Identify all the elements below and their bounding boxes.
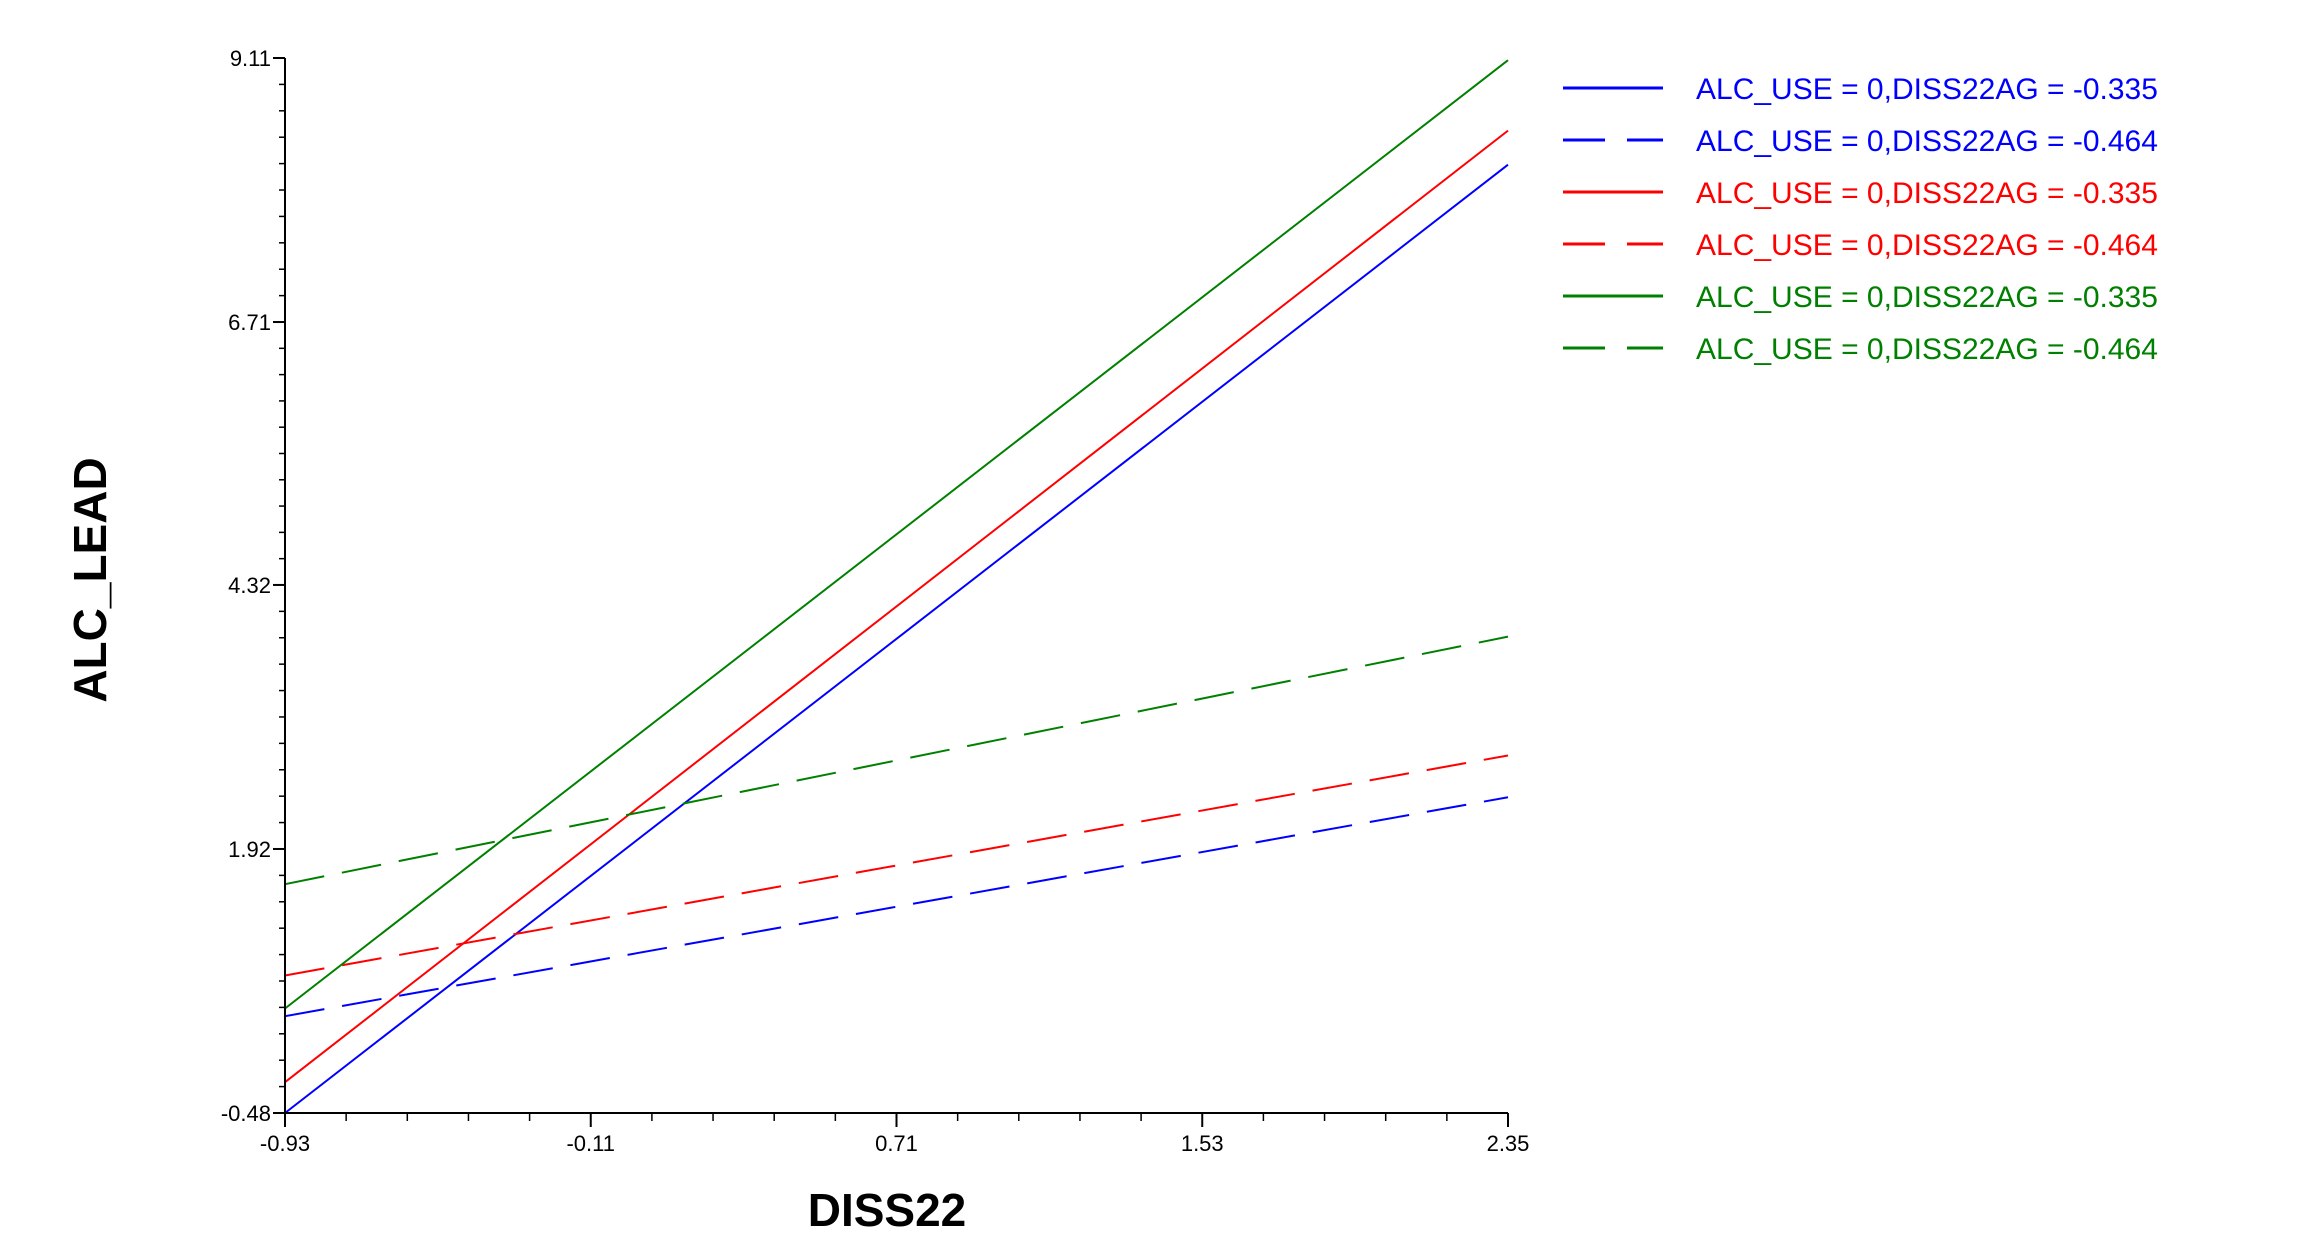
legend-label-5: ALC_USE = 0,DISS22AG = -0.335: [1696, 281, 2158, 314]
series-line-2: [284, 796, 1509, 1018]
x-axis-title: DISS22: [808, 1184, 967, 1236]
series-line-4: [284, 754, 1509, 977]
y-tick-label: 1.92: [228, 837, 271, 862]
x-tick-label: -0.11: [566, 1131, 615, 1156]
series-line-6: [284, 635, 1509, 886]
legend: ALC_USE = 0,DISS22AG = -0.335 ALC_USE = 0…: [1563, 73, 2158, 366]
legend-label-4: ALC_USE = 0,DISS22AG = -0.464: [1696, 229, 2158, 262]
legend-label-1: ALC_USE = 0,DISS22AG = -0.335: [1696, 73, 2158, 106]
plot-area: [284, 59, 1509, 1114]
x-tick-label: 0.71: [875, 1131, 918, 1156]
x-tick-label: 1.53: [1181, 1131, 1224, 1156]
y-tick-label: 4.32: [228, 573, 271, 598]
y-axis-title: ALC_LEAD: [64, 457, 116, 702]
y-tick-label: -0.48: [221, 1101, 271, 1126]
ticks: [273, 57, 1509, 1127]
y-tick-label: 6.71: [228, 310, 271, 335]
tick-labels: -0.48 1.92 4.32 6.71 9.11 -0.93 -0.11 0.71 1.53 2…: [221, 46, 1530, 1156]
legend-label-3: ALC_USE = 0,DISS22AG = -0.335: [1696, 177, 2158, 210]
series-line-3: [284, 129, 1509, 1083]
x-tick-label: 2.35: [1487, 1131, 1530, 1156]
series-line-1: [284, 163, 1509, 1114]
x-tick-label: -0.93: [260, 1131, 310, 1156]
legend-label-2: ALC_USE = 0,DISS22AG = -0.464: [1696, 125, 2158, 158]
legend-label-6: ALC_USE = 0,DISS22AG = -0.464: [1696, 333, 2158, 366]
y-tick-label: 9.11: [230, 46, 271, 71]
series-line-5: [284, 59, 1509, 1010]
axes: [284, 58, 1508, 1114]
